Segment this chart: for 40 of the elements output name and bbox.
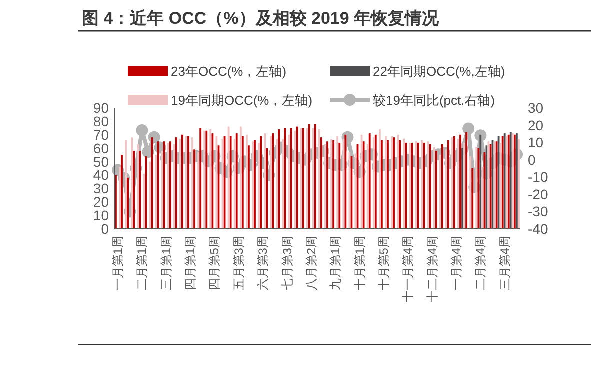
y-tick-label: 20 [93,194,110,210]
legend-label: 23年OCC(%，左轴) [171,64,287,79]
x-tick-label: 一月第1周 [111,236,126,291]
x-tick-label: 一月第4周 [450,236,464,291]
y2-tick-label: 30 [528,100,544,116]
x-tick-label: 八月第2周 [304,236,318,291]
y-tick-label: 60 [93,140,110,156]
legend-label: 较19年同比(pct.右轴) [373,93,496,108]
x-tick-label: 九月第1周 [328,236,343,291]
y2-tick-label: -20 [528,186,548,202]
y2-tick-label: 20 [528,117,544,134]
y-tick-label: 70 [93,126,110,143]
x-tick-label: 十月第5周 [376,236,391,291]
x-tick-label: 二月第4周 [474,236,488,291]
y2-tick-label: 0 [528,152,536,168]
x-tick-label: 五月第3周 [232,236,246,291]
x-tick-label: 二月第1周 [135,236,150,291]
x-tick-label: 十月第1周 [352,236,367,291]
y-tick-label: 0 [101,221,110,237]
y-tick-label: 10 [93,208,110,224]
x-tick-label: 四月第1周 [184,236,198,291]
legend-label: 22年同期OCC(%,左轴) [373,64,506,79]
x-tick-label: 三月第4周 [498,236,512,291]
y-tick-label: 40 [93,167,110,184]
y2-tick-label: -30 [528,204,548,220]
y-tick-label: 50 [93,154,110,170]
y2-tick-label: -10 [528,169,548,186]
x-tick-label: 十二月第4周 [425,236,440,303]
x-tick-label: 四月第5周 [208,236,222,291]
y2-tick-label: -40 [528,221,548,237]
chart-title: 图 4：近年 OCC（%）及相较 2019 年恢复情况 [82,9,440,28]
y-tick-label: 90 [93,100,110,116]
x-tick-label: 六月第3周 [256,236,270,291]
y-tick-label: 80 [93,113,110,130]
y-tick-label: 30 [93,180,110,197]
y2-tick-label: 10 [528,134,544,151]
x-tick-label: 三月第1周 [159,236,174,291]
x-tick-label: 七月第3周 [280,236,294,291]
legend-label: 19年同期OCC(%，左轴) [171,93,313,108]
x-tick-label: 十一月第4周 [401,236,416,303]
